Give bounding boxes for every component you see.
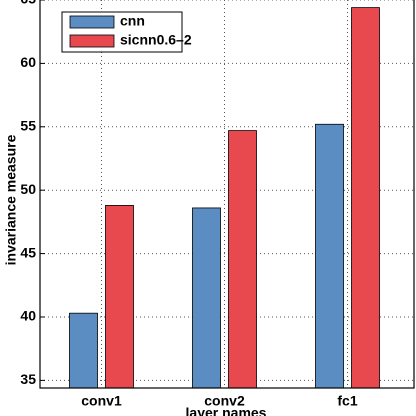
legend-swatch bbox=[69, 34, 115, 48]
bar bbox=[228, 130, 257, 389]
x-tick-label: conv2 bbox=[204, 393, 245, 409]
bar bbox=[315, 123, 344, 389]
x-tick-label: fc1 bbox=[337, 393, 357, 409]
legend-label: sicnn0.6–2 bbox=[120, 32, 192, 48]
legend-swatch bbox=[69, 15, 115, 29]
legend-label: cnn bbox=[120, 13, 145, 29]
y-tick-label: 50 bbox=[20, 181, 36, 197]
bar bbox=[69, 312, 98, 389]
y-tick-label: 40 bbox=[20, 308, 36, 324]
y-tick-label: 60 bbox=[20, 54, 36, 70]
x-axis-label: layer names bbox=[186, 405, 267, 416]
x-tick-label: conv1 bbox=[81, 393, 122, 409]
y-axis-label: invariance measure bbox=[3, 134, 19, 265]
y-tick-label: 55 bbox=[20, 118, 36, 134]
y-tick-label: 65 bbox=[20, 0, 36, 7]
y-tick-label: 45 bbox=[20, 244, 36, 260]
y-tick-label: 35 bbox=[20, 371, 36, 387]
plot-frame bbox=[39, 0, 415, 389]
bar bbox=[192, 207, 221, 389]
bar bbox=[351, 7, 380, 389]
bar bbox=[105, 205, 134, 389]
